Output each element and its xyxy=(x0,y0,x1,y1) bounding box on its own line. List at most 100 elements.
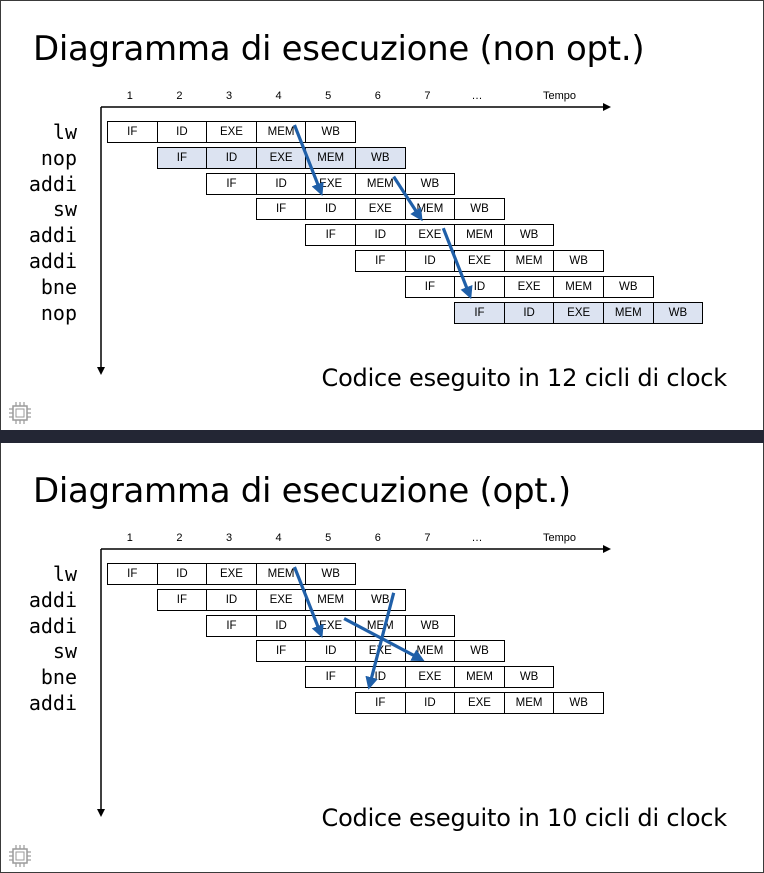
stage-cell-if: IF xyxy=(305,224,356,247)
stage-cell-if: IF xyxy=(255,640,307,663)
instruction-label: addi xyxy=(28,613,77,638)
instruction-label: addi xyxy=(28,691,77,715)
time-tick: 5 xyxy=(325,90,332,102)
stage-cell-wb: WB xyxy=(355,588,406,611)
stage-cell-wb: WB xyxy=(305,563,356,585)
stage-cell-wb: WB xyxy=(603,275,654,298)
instruction-label: addi xyxy=(28,171,77,196)
stage-cell-mem: MEM xyxy=(603,301,654,324)
slide-title: Diagramma di esecuzione (opt.) xyxy=(33,471,571,511)
time-tick: 5 xyxy=(325,532,332,544)
stage-cell-exe: EXE xyxy=(206,121,257,143)
stage-cell-wb: WB xyxy=(503,666,555,689)
stage-cell-wb: WB xyxy=(305,121,356,143)
tempo-label: Tempo xyxy=(543,90,577,102)
stage-cell-mem: MEM xyxy=(305,588,356,611)
stage-cell-mem: MEM xyxy=(305,146,356,169)
stage-cell-id: ID xyxy=(206,588,257,611)
time-tick: 6 xyxy=(374,90,381,102)
stage-cell-if: IF xyxy=(454,301,505,324)
stage-cell-if: IF xyxy=(355,250,406,272)
stage-cell-id: ID xyxy=(404,692,456,714)
time-tick: 7 xyxy=(424,90,431,102)
stage-cell-id: ID xyxy=(404,250,456,272)
instruction-label: nop xyxy=(40,300,77,325)
stage-cell-id: ID xyxy=(156,121,208,143)
instruction-label: addi xyxy=(28,249,77,273)
stage-cell-id: ID xyxy=(305,198,356,221)
stage-cell-exe: EXE xyxy=(553,301,604,324)
stage-cell-id: ID xyxy=(355,666,406,689)
stage-cell-wb: WB xyxy=(553,250,604,272)
stage-cell-exe: EXE xyxy=(404,666,456,689)
instruction-label: bne xyxy=(40,665,77,690)
stage-cell-mem: MEM xyxy=(355,614,406,637)
stage-cell-if: IF xyxy=(107,121,158,143)
stage-cell-wb: WB xyxy=(355,146,406,169)
instruction-label: bne xyxy=(40,274,77,299)
instruction-label: addi xyxy=(28,223,77,248)
time-tick: 7 xyxy=(424,532,431,544)
stage-cell-exe: EXE xyxy=(454,692,505,714)
stage-cell-wb: WB xyxy=(404,614,456,637)
stage-cell-id: ID xyxy=(255,614,307,637)
time-tick: … xyxy=(471,90,483,102)
stage-cell-exe: EXE xyxy=(454,250,505,272)
stage-cell-exe: EXE xyxy=(503,275,555,298)
time-tick: 6 xyxy=(374,532,381,544)
time-tick: 2 xyxy=(176,90,183,102)
stage-cell-mem: MEM xyxy=(454,224,505,247)
stage-cell-if: IF xyxy=(305,666,356,689)
stage-cell-id: ID xyxy=(305,640,356,663)
stage-cell-if: IF xyxy=(255,198,307,221)
stage-cell-mem: MEM xyxy=(255,563,307,585)
stage-cell-id: ID xyxy=(255,172,307,195)
slide-non-optimized: Diagramma di esecuzione (non opt.) 1 2 3 4 5… xyxy=(0,0,764,430)
stage-cell-mem: MEM xyxy=(355,172,406,195)
stage-cell-if: IF xyxy=(355,692,406,714)
time-tick: 2 xyxy=(176,532,183,544)
stage-cell-id: ID xyxy=(355,224,406,247)
instruction-label: addi xyxy=(28,587,77,612)
stage-cell-id: ID xyxy=(503,301,555,324)
stage-cell-exe: EXE xyxy=(404,224,456,247)
stage-cell-mem: MEM xyxy=(503,250,555,272)
stage-cell-wb: WB xyxy=(454,640,505,663)
stage-cell-wb: WB xyxy=(553,692,604,714)
stage-cell-if: IF xyxy=(404,275,456,298)
slide-divider xyxy=(0,430,764,443)
stage-cell-wb: WB xyxy=(404,172,456,195)
stage-cell-wb: WB xyxy=(652,301,704,324)
stage-cell-if: IF xyxy=(156,588,208,611)
stage-cell-exe: EXE xyxy=(305,172,356,195)
stage-cell-if: IF xyxy=(156,146,208,169)
stage-cell-exe: EXE xyxy=(355,640,406,663)
stage-cell-if: IF xyxy=(206,614,257,637)
chip-icon xyxy=(9,845,31,867)
instruction-label: sw xyxy=(52,639,77,664)
tempo-label: Tempo xyxy=(543,532,577,544)
stage-cell-mem: MEM xyxy=(404,640,456,663)
slide-caption: Codice eseguito in 12 cicli di clock xyxy=(321,364,728,392)
stage-cell-exe: EXE xyxy=(355,198,406,221)
instruction-label: sw xyxy=(52,197,77,222)
instruction-label: lw xyxy=(52,120,77,144)
stage-cell-mem: MEM xyxy=(255,121,307,143)
instruction-label: nop xyxy=(40,145,77,170)
chip-icon xyxy=(9,402,31,424)
time-tick: 1 xyxy=(126,532,133,544)
stage-cell-wb: WB xyxy=(454,198,505,221)
slide-title: Diagramma di esecuzione (non opt.) xyxy=(33,29,645,69)
time-tick: 4 xyxy=(275,90,282,102)
stage-cell-mem: MEM xyxy=(503,692,555,714)
stage-cell-id: ID xyxy=(206,146,257,169)
time-tick: 3 xyxy=(225,90,233,102)
stage-cell-exe: EXE xyxy=(206,563,257,585)
stage-cell-mem: MEM xyxy=(454,666,505,689)
time-tick: 3 xyxy=(225,532,233,544)
stage-cell-mem: MEM xyxy=(404,198,456,221)
stage-cell-id: ID xyxy=(156,563,208,585)
stage-cell-if: IF xyxy=(206,172,257,195)
stage-cell-if: IF xyxy=(107,563,158,585)
stage-cell-exe: EXE xyxy=(255,146,307,169)
